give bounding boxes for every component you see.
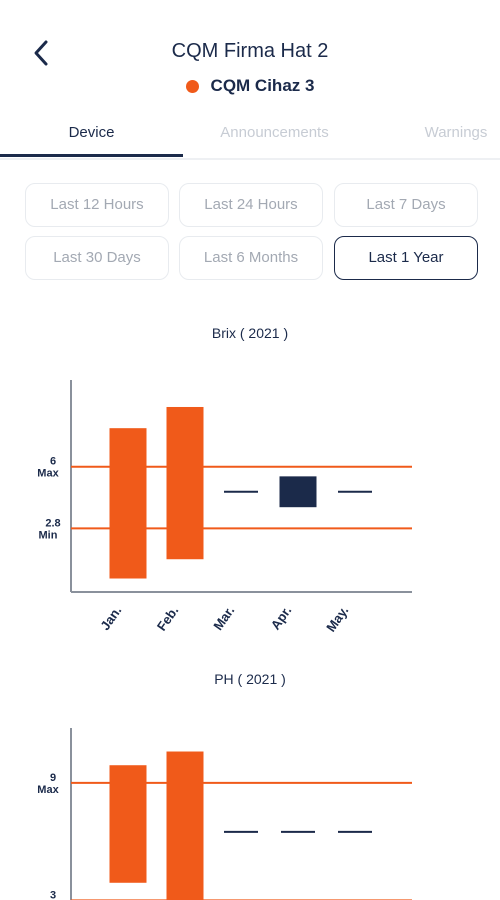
x-tick-label: Jan. [97, 603, 124, 633]
ph-chart: 9Max3Min [37, 728, 412, 900]
tab-announcements[interactable]: Announcements [220, 124, 329, 141]
x-tick-label: Mar. [210, 603, 237, 633]
tab-device[interactable]: Device [68, 124, 115, 141]
threshold-name-label: Min [39, 529, 58, 541]
chevron-left-icon [34, 40, 48, 66]
header: CQM Firma Hat 2 CQM Cihaz 3 [0, 0, 500, 120]
back-button[interactable] [28, 38, 58, 68]
device-indicator: CQM Cihaz 3 [0, 76, 500, 98]
filter-last-12-hours[interactable]: Last 12 Hours [25, 183, 169, 227]
x-tick-label: Apr. [268, 603, 295, 632]
active-tab-indicator [0, 154, 183, 157]
threshold-value-label: 2.8 [45, 517, 60, 529]
tab-warnings[interactable]: Warnings [424, 124, 488, 141]
status-dot-icon [185, 79, 199, 93]
chart-bar[interactable] [279, 476, 317, 508]
chart-bar[interactable] [109, 428, 147, 579]
filter-last-30-days[interactable]: Last 30 Days [25, 236, 169, 280]
device-name: CQM Cihaz 3 [210, 76, 315, 95]
chart-bar[interactable] [109, 765, 147, 883]
tab-bar: Device Announcements Warnings [0, 112, 500, 160]
threshold-value-label: 9 [50, 772, 56, 784]
chart-bar[interactable] [166, 751, 204, 900]
chart-bar[interactable] [166, 406, 204, 560]
ph-chart-title: PH ( 2021 ) [214, 671, 286, 687]
filter-last-24-hours[interactable]: Last 24 Hours [179, 183, 323, 227]
x-tick-label: Feb. [154, 603, 182, 634]
filter-last-7-days[interactable]: Last 7 Days [334, 183, 478, 227]
threshold-name-label: Max [37, 468, 59, 480]
page-title: CQM Firma Hat 2 [171, 40, 329, 62]
threshold-name-label: Max [37, 784, 59, 796]
filter-last-6-months[interactable]: Last 6 Months [179, 236, 323, 280]
threshold-value-label: 6 [50, 456, 56, 468]
filter-last-1-year[interactable]: Last 1 Year [334, 236, 478, 280]
x-tick-label: May. [323, 603, 351, 634]
threshold-value-label: 3 [50, 889, 56, 900]
brix-chart-title: Brix ( 2021 ) [211, 325, 289, 341]
